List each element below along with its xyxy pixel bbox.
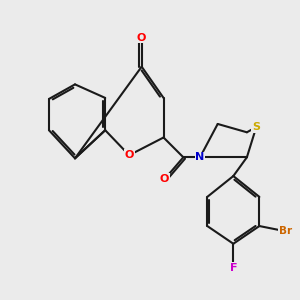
Text: O: O (124, 150, 134, 160)
Text: O: O (137, 32, 146, 43)
Text: F: F (230, 263, 237, 273)
Text: O: O (160, 174, 169, 184)
Text: Br: Br (279, 226, 292, 236)
Text: N: N (195, 152, 205, 162)
Text: S: S (252, 122, 260, 132)
